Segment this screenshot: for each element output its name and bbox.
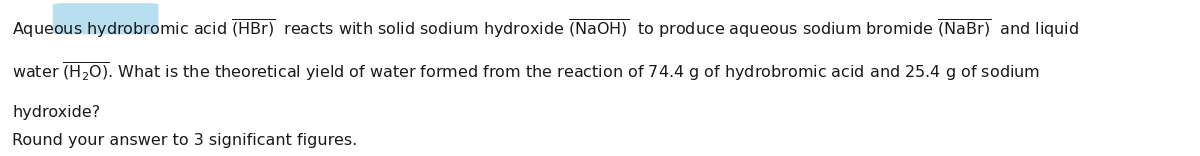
Text: hydroxide?: hydroxide?	[12, 105, 100, 120]
Text: Aqueous hydrobromic acid $\overline{\rm (HBr)}$  reacts with solid sodium hydrox: Aqueous hydrobromic acid $\overline{\rm …	[12, 17, 1079, 40]
Text: water $\overline{\rm (H_2O)}$. What is the theoretical yield of water formed fro: water $\overline{\rm (H_2O)}$. What is t…	[12, 60, 1040, 83]
Text: Round your answer to 3 significant figures.: Round your answer to 3 significant figur…	[12, 133, 358, 148]
